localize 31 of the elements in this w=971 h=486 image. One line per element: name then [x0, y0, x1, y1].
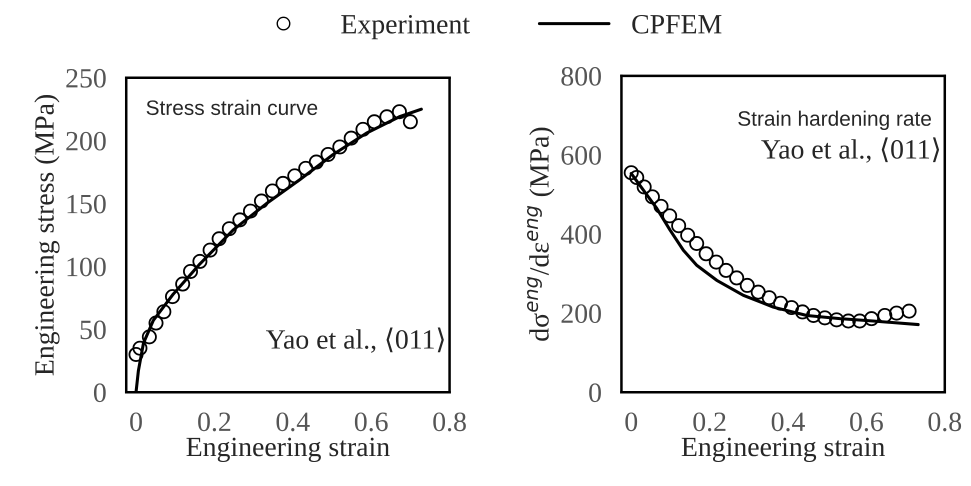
annotation: Yao et al., ⟨011⟩ [761, 137, 940, 163]
x-tick-label: 0.2 [693, 412, 726, 432]
x-tick-label: 0.8 [928, 412, 962, 432]
x-tick-label: 0 [130, 412, 142, 432]
x-tick-label: 0.4 [772, 412, 805, 432]
x-tick-label: 0.6 [850, 412, 883, 432]
y-tick-label: 200 [66, 132, 106, 151]
y-tick-label: 200 [562, 304, 601, 324]
y-tick-label: 0 [94, 383, 106, 402]
y-axis-title: Engineering stress (MPa) [34, 95, 60, 376]
y-tick-label: 600 [562, 146, 601, 165]
y-tick-label: 50 [80, 320, 106, 340]
x-tick-label: 0.6 [354, 412, 388, 432]
y-tick-label: 250 [66, 68, 106, 88]
x-axis-title: Engineering strain [682, 438, 885, 462]
y-tick-label: 0 [589, 383, 601, 402]
y-tick-label: 400 [560, 225, 601, 244]
x-axis-title: Engineering strain [186, 438, 390, 462]
y-tick-label: 150 [68, 194, 106, 214]
x-tick-label: 0.8 [433, 412, 466, 432]
legend-label: CPFEM [632, 14, 722, 34]
x-tick-label: 0 [625, 412, 638, 432]
annotation: Stress strain curve [146, 100, 318, 116]
y-tick-label: 100 [68, 258, 106, 276]
annotation: Yao et al., ⟨011⟩ [266, 327, 444, 353]
y-tick-label: 800 [561, 66, 601, 86]
x-tick-label: 0.2 [198, 412, 230, 432]
x-tick-label: 0.4 [276, 412, 310, 432]
y-axis-title: dσ$^{eng}$/dε$^{eng}$ (MPa) [526, 128, 554, 341]
legend-label: Experiment [341, 14, 470, 40]
annotation: Strain hardening rate [738, 110, 931, 130]
